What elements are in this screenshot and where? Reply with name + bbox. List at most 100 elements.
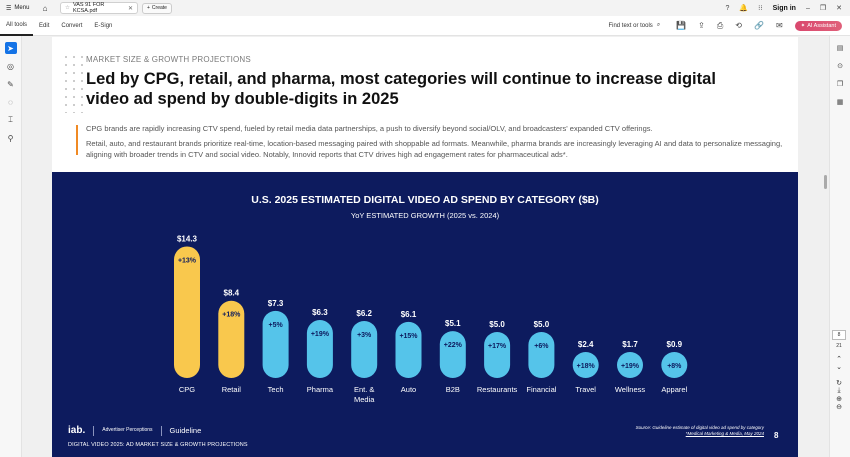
page-title: Led by CPG, retail, and pharma, most cat… [86,70,716,108]
category-label-2: Tech [268,385,284,394]
logo-divider [93,425,95,436]
maximize-icon[interactable]: ❐ [819,5,827,12]
help-icon[interactable]: ? [725,4,730,12]
close-tab-icon[interactable]: ✕ [127,5,133,12]
growth-label-11: +8% [667,363,682,370]
plus-icon: + [147,5,150,11]
zoom-out-icon[interactable]: ⊖ [836,404,842,411]
stamp-icon[interactable]: ⚲ [7,133,14,143]
rotate-icon[interactable]: ↻ [836,380,842,387]
print-icon[interactable]: ⎙ [716,20,724,30]
paragraph-2: Retail, auto, and restaurant brands prio… [86,139,783,159]
category-label-5: Auto [401,385,416,394]
pdf-page: MARKET SIZE & GROWTH PROJECTIONS Led by … [52,37,798,457]
logo-divider [160,425,162,436]
star-icon[interactable]: ☆ [65,5,70,11]
menu-label: Menu [14,5,30,11]
home-icon[interactable]: ⌂ [42,3,48,13]
paragraph-1: CPG brands are rapidly increasing CTV sp… [86,124,653,133]
chevron-down-icon[interactable]: ⌄ [836,364,842,371]
dot-grid-decoration [62,53,86,113]
category-label-4-line2: Media [354,395,375,404]
find-label: Find text or tools [608,22,653,29]
search-icon: ⌕ [656,22,661,28]
sign-in-button[interactable]: Sign in [772,4,796,12]
document-tab[interactable]: ☆ VAS 91 FOR KCSA.pdf ✕ [60,2,138,14]
bar-0 [174,246,200,378]
growth-label-7: +17% [488,343,507,350]
title-bar: ☰ Menu ⌂ ☆ VAS 91 FOR KCSA.pdf ✕ + Creat… [0,0,850,16]
category-label-1: Retail [222,385,242,394]
page-navigator: 8 21 ⌃ ⌄ ↻ ⤓ ⊕ ⊖ [832,330,846,411]
bar-3 [306,320,333,378]
growth-label-10: +19% [621,363,640,370]
bar-4 [351,320,378,378]
growth-label-0: +13% [178,257,197,264]
category-label-8: Financial [526,385,556,394]
bookmarks-icon[interactable]: ⊙ [837,63,843,70]
share-icon[interactable]: ⟲ [735,20,742,30]
chart-subtitle: YoY ESTIMATED GROWTH (2025 vs. 2024) [351,211,500,220]
source-line: Source: Guideline estimate of digital vi… [635,425,764,430]
bar-5 [395,321,422,378]
link-icon[interactable]: 🔗 [753,20,764,30]
value-label-2: $7.3 [268,299,284,308]
value-label-5: $6.1 [401,310,417,319]
email-icon[interactable]: ✉ [775,20,783,30]
zoom-in-icon[interactable]: ⊕ [836,396,842,403]
scrollbar-thumb[interactable] [824,175,827,189]
category-label-11: Apparel [661,385,687,394]
growth-label-6: +22% [444,342,463,349]
bar-2 [262,310,289,378]
value-label-3: $6.3 [312,308,328,317]
save-icon[interactable]: 💾 [676,20,687,30]
ai-assistant-button[interactable]: ✦ AI Assistant [794,20,842,31]
guideline-logo: Guideline [169,426,202,435]
select-cursor-icon[interactable]: ➤ [4,42,17,54]
category-label-4: Ent. & [354,385,374,394]
bar-11 [661,352,688,378]
tab-esign[interactable]: E-Sign [94,22,113,29]
find-tools-search[interactable]: Find text or tools ⌕ [608,22,660,29]
value-label-7: $5.0 [489,320,505,329]
bar-chart: U.S. 2025 ESTIMATED DIGITAL VIDEO AD SPE… [174,194,688,404]
bar-9 [572,352,599,378]
tab-edit[interactable]: Edit [39,22,50,29]
create-button[interactable]: + Create [142,2,172,14]
chevron-up-icon[interactable]: ⌃ [836,356,842,363]
pen-icon[interactable]: ✎ [7,79,14,89]
value-label-11: $0.9 [667,340,683,349]
tab-title: VAS 91 FOR KCSA.pdf [72,2,105,14]
growth-label-3: +19% [311,331,330,338]
tab-convert[interactable]: Convert [61,22,83,29]
attachments-icon[interactable]: ▦ [836,99,844,106]
pages-icon[interactable]: ❐ [836,81,844,88]
category-label-7: Restaurants [477,385,518,394]
minimize-icon[interactable]: – [805,4,810,12]
growth-label-5: +15% [399,333,418,340]
menu-button[interactable]: ☰ Menu [0,5,38,12]
tab-all-tools[interactable]: All tools [0,16,34,36]
iab-logo: iab. [68,425,86,436]
right-tool-rail: ▤ ⊙ ❐ ▦ [829,36,850,457]
category-label-9: Travel [575,385,596,394]
value-label-0: $14.3 [177,234,198,243]
bell-icon[interactable]: 🔔 [739,5,749,12]
download-icon[interactable]: ⤓ [837,387,841,394]
source-link[interactable]: *Medical Marketing & Media, May 2024 [685,431,764,436]
comments-panel-icon[interactable]: ▤ [836,45,844,52]
value-label-8: $5.0 [534,320,550,329]
create-label: Create [151,5,167,11]
value-label-6: $5.1 [445,319,461,328]
lasso-icon[interactable]: ◌ [8,97,13,107]
text-select-icon[interactable]: ⌶ [8,115,13,124]
close-window-icon[interactable]: ✕ [836,5,842,12]
bar-10 [617,352,643,378]
comment-icon[interactable]: ◎ [7,61,14,71]
ai-label: AI Assistant [807,22,836,29]
advertiser-perceptions-logo: Advertiser Perceptions [102,427,153,433]
apps-grid-icon[interactable]: ⁝⁝ [758,5,763,12]
page-number-input[interactable]: 8 [832,330,846,340]
upload-icon[interactable]: ⇪ [698,20,705,30]
page-number: 8 [774,431,779,440]
